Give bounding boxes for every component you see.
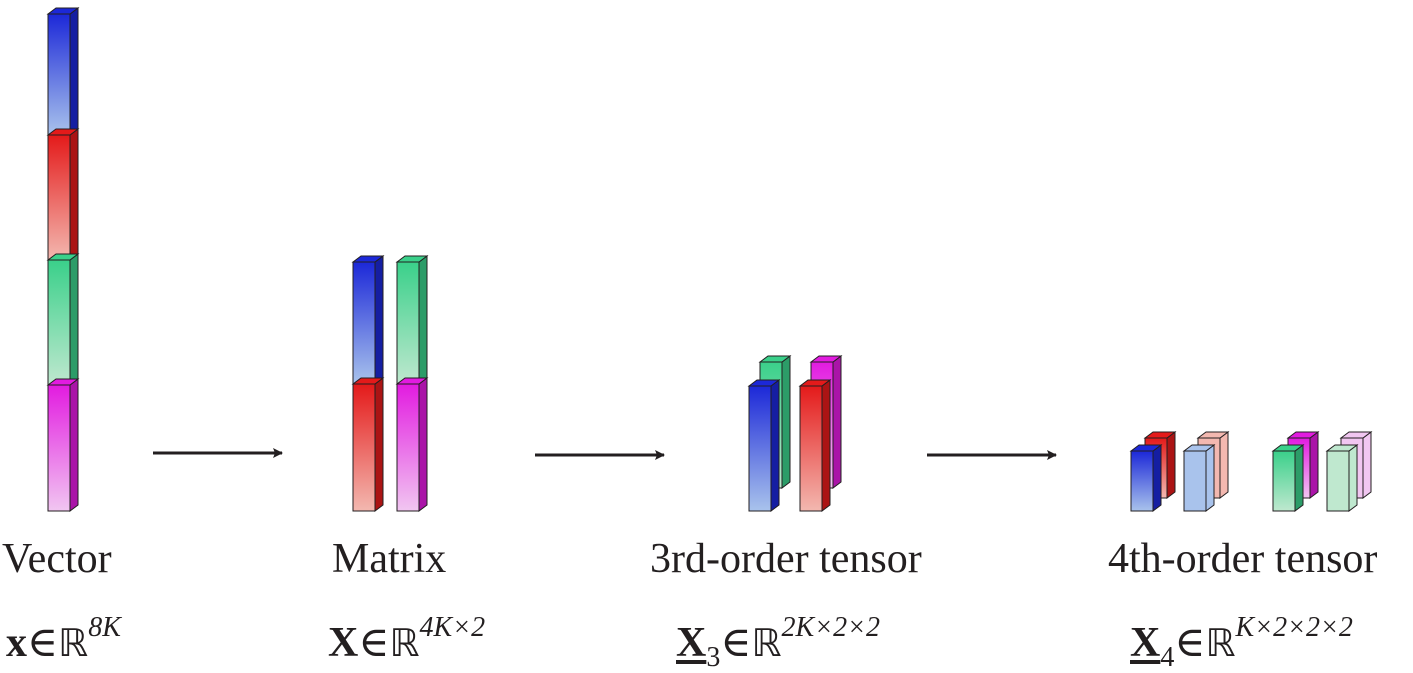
bar-side-face xyxy=(374,255,384,385)
vector-block-blue xyxy=(46,7,80,136)
formula-matrix-exponent: 4K×2 xyxy=(419,612,486,643)
bar-front-face xyxy=(47,13,71,136)
bar-side-face xyxy=(374,377,384,512)
bar-side-face xyxy=(69,7,79,136)
formula-3rd-order-tensor-member: ∈ xyxy=(720,620,752,666)
matrix-block-magenta xyxy=(395,377,429,512)
formula-3rd-order-tensor-set: ℝ xyxy=(751,621,782,665)
formula-vector-exponent: 8K xyxy=(88,612,121,643)
matrix-block-red xyxy=(351,377,385,512)
bar-front-face xyxy=(47,134,71,261)
bar-front-face xyxy=(1272,450,1296,512)
bar-front-face xyxy=(1326,450,1350,512)
matrix-columns xyxy=(351,255,429,512)
bar-front-face xyxy=(352,261,376,385)
formula-vector-member: ∈ xyxy=(27,620,59,666)
bar-front-face xyxy=(396,261,420,385)
formula-4th-order-tensor-symbol: X xyxy=(1130,620,1161,666)
bar-side-face xyxy=(770,379,780,512)
bar-side-face xyxy=(69,128,79,261)
bar-side-face xyxy=(418,377,428,512)
tensor4-block-green-light xyxy=(1325,444,1359,512)
vector-block-red xyxy=(46,128,80,261)
stage-label-matrix: Matrix xyxy=(332,536,447,582)
matrix-block-green xyxy=(395,255,429,385)
bar-front-face xyxy=(47,259,71,386)
formula-vector-set: ℝ xyxy=(58,621,89,665)
bar-front-face xyxy=(748,385,772,512)
vector-block-green xyxy=(46,253,80,386)
matrix-block-blue xyxy=(351,255,385,385)
bar-side-face xyxy=(781,355,791,489)
formula-3rd-order-tensor: X3∈ℝ2K×2×2 xyxy=(676,614,880,672)
tensor4-block-blue xyxy=(1129,444,1163,512)
bar-side-face xyxy=(1219,431,1229,499)
formula-matrix: X∈ℝ4K×2 xyxy=(328,614,485,666)
stage-label-vector: Vector xyxy=(2,536,112,582)
formula-4th-order-tensor-member: ∈ xyxy=(1174,620,1206,666)
bar-side-face xyxy=(1205,444,1215,512)
bar-side-face xyxy=(832,355,842,489)
tensor4-block-green xyxy=(1271,444,1305,512)
stage-label-4th-order-tensor: 4th-order tensor xyxy=(1108,536,1378,582)
formula-vector: x∈ℝ8K xyxy=(6,614,121,666)
bar-front-face xyxy=(1183,450,1207,512)
tensor4-block-blue-light xyxy=(1182,444,1216,512)
third-order-tensor xyxy=(747,355,843,512)
formula-3rd-order-tensor-exponent: 2K×2×2 xyxy=(781,612,881,643)
bar-front-face xyxy=(396,383,420,512)
bar-side-face xyxy=(1309,431,1319,499)
formula-3rd-order-tensor-subscript: 3 xyxy=(706,642,721,673)
bar-side-face xyxy=(69,253,79,386)
bar-front-face xyxy=(352,383,376,512)
formula-vector-symbol: x xyxy=(6,620,27,666)
bar-front-face xyxy=(799,385,823,512)
fourth-order-tensor xyxy=(1129,431,1373,512)
formula-matrix-member: ∈ xyxy=(358,620,390,666)
bar-side-face xyxy=(821,379,831,512)
bar-side-face xyxy=(69,378,79,512)
tensor3-block-blue xyxy=(747,379,781,512)
bar-side-face xyxy=(1348,444,1358,512)
tensor3-block-red xyxy=(798,379,832,512)
bar-side-face xyxy=(1362,431,1372,499)
formula-matrix-symbol: X xyxy=(328,620,359,666)
bar-front-face xyxy=(1130,450,1154,512)
bar-side-face xyxy=(1152,444,1162,512)
bar-side-face xyxy=(1294,444,1304,512)
formula-4th-order-tensor-exponent: K×2×2×2 xyxy=(1235,612,1353,643)
vector-block-magenta xyxy=(46,378,80,512)
formula-matrix-set: ℝ xyxy=(389,621,420,665)
formula-4th-order-tensor-subscript: 4 xyxy=(1160,642,1175,673)
stage-label-3rd-order-tensor: 3rd-order tensor xyxy=(650,536,922,582)
formula-4th-order-tensor: X4∈ℝK×2×2×2 xyxy=(1130,614,1353,672)
formula-4th-order-tensor-set: ℝ xyxy=(1205,621,1236,665)
bar-front-face xyxy=(47,384,71,512)
bar-side-face xyxy=(418,255,428,385)
formula-3rd-order-tensor-symbol: X xyxy=(676,620,707,666)
vector-bar xyxy=(46,7,80,512)
bar-side-face xyxy=(1166,431,1176,499)
